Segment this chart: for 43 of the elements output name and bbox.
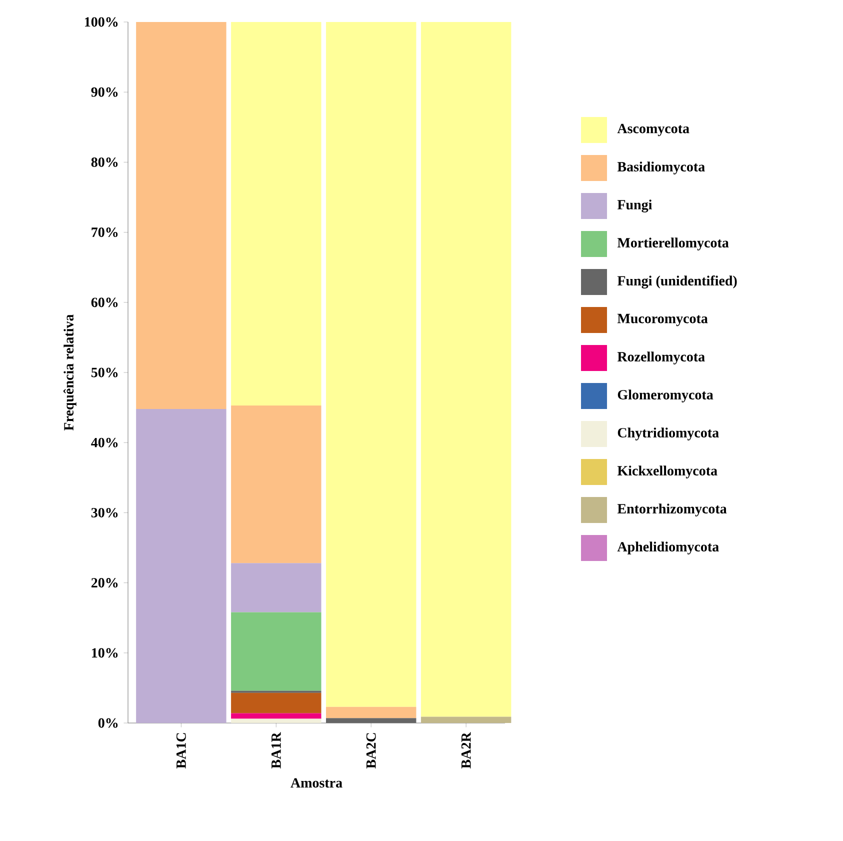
legend-label: Kickxellomycota <box>617 466 718 478</box>
bar <box>326 22 416 707</box>
y-tick-label: 0% <box>98 718 118 728</box>
y-tick-label: 10% <box>92 648 118 658</box>
x-tick-label: BA2R <box>461 732 471 768</box>
bar <box>420 22 512 717</box>
bar <box>136 408 226 723</box>
x-tick-label: BA2C <box>366 733 376 768</box>
y-tick-label: 80% <box>91 157 118 167</box>
x-axis-title: Amostra <box>290 778 342 788</box>
legend-label: Fungi <box>617 200 652 212</box>
bar <box>231 22 322 406</box>
y-tick-label: 30% <box>91 508 118 518</box>
legend-label: Fungi (unidentified) <box>617 276 737 288</box>
y-axis-title: Frequência relativa <box>63 314 76 431</box>
legend-label: Mortierellomycota <box>617 238 729 250</box>
y-tick-label: 40% <box>91 438 118 448</box>
legend-label: Aphelidiomycota <box>617 542 719 554</box>
bar <box>231 612 322 691</box>
bar <box>231 718 322 723</box>
bar <box>326 718 416 723</box>
legend-label: Mucoromycota <box>617 314 708 326</box>
bar <box>231 563 322 612</box>
x-tick-label: BA1C <box>176 733 186 768</box>
bar <box>231 713 322 719</box>
y-tick-label: 70% <box>92 228 118 238</box>
legend-label: Entorrhizomycota <box>617 504 727 516</box>
legend-label: Rozellomycota <box>617 352 705 364</box>
bar <box>136 22 226 409</box>
legend-label: Chytridiomycota <box>618 428 719 440</box>
y-tick-label: 20% <box>91 578 118 588</box>
y-tick-label: 100% <box>85 17 118 27</box>
legend-label: Basidiomycota <box>617 162 705 174</box>
legend-label: Ascomycota <box>617 124 690 136</box>
x-tick-label: BA1R <box>271 732 281 768</box>
bar <box>231 405 322 564</box>
bar <box>326 706 416 718</box>
y-tick-label: 90% <box>91 87 118 97</box>
legend-label: Glomeromycota <box>618 390 714 402</box>
bar <box>231 692 322 714</box>
bar <box>420 716 512 723</box>
y-tick-label: 50% <box>91 368 118 378</box>
y-tick-label: 60% <box>91 298 118 308</box>
